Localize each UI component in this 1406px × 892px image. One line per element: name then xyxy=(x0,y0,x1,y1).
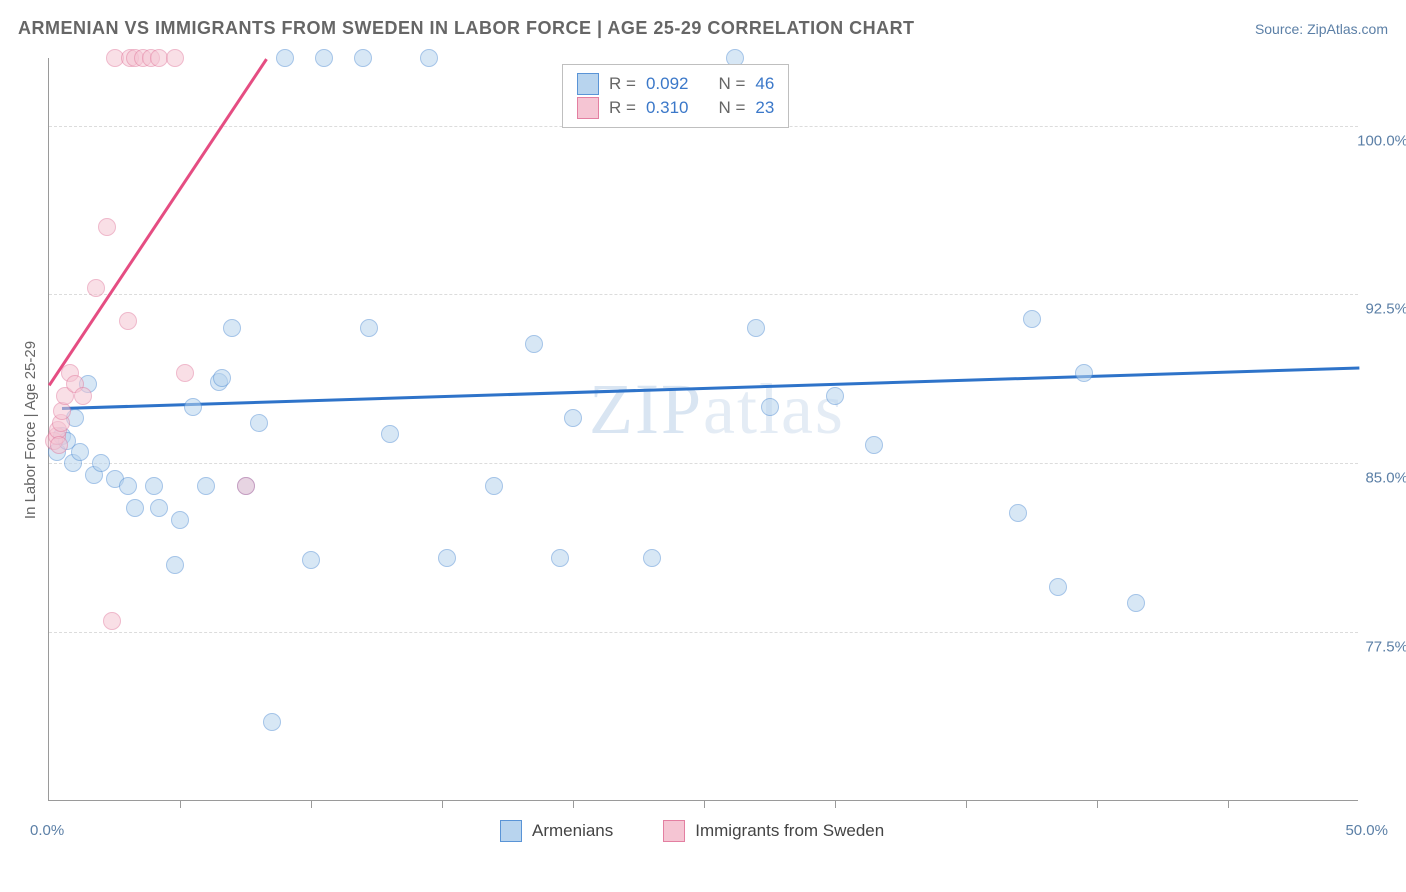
x-tick xyxy=(442,800,443,808)
legend-n-label: N = xyxy=(718,74,745,94)
data-point xyxy=(360,319,378,337)
x-tick xyxy=(1097,800,1098,808)
data-point xyxy=(197,477,215,495)
data-point xyxy=(171,511,189,529)
data-point xyxy=(119,312,137,330)
data-point xyxy=(315,49,333,67)
data-point xyxy=(213,369,231,387)
legend-r-label: R = xyxy=(609,98,636,118)
trend-line xyxy=(62,366,1359,409)
legend-n-value: 46 xyxy=(755,74,774,94)
legend-r-value: 0.310 xyxy=(646,98,689,118)
x-axis-min-label: 0.0% xyxy=(30,822,64,839)
data-point xyxy=(381,425,399,443)
correlation-legend: R = 0.092 N = 46 R = 0.310 N = 23 xyxy=(562,64,789,128)
legend-swatch xyxy=(577,73,599,95)
data-point xyxy=(761,398,779,416)
legend-series-name: Armenians xyxy=(532,821,613,841)
legend-swatch xyxy=(500,820,522,842)
x-tick xyxy=(311,800,312,808)
gridline xyxy=(49,294,1358,295)
y-tick-label: 85.0% xyxy=(1348,470,1406,487)
data-point xyxy=(126,499,144,517)
data-point xyxy=(53,402,71,420)
legend-n-label: N = xyxy=(718,98,745,118)
legend-series-name: Immigrants from Sweden xyxy=(695,821,884,841)
data-point xyxy=(150,499,168,517)
y-tick-label: 92.5% xyxy=(1348,301,1406,318)
data-point xyxy=(643,549,661,567)
x-axis-max-label: 50.0% xyxy=(1345,822,1388,839)
legend-r-label: R = xyxy=(609,74,636,94)
data-point xyxy=(145,477,163,495)
data-point xyxy=(525,335,543,353)
legend-r-value: 0.092 xyxy=(646,74,689,94)
legend-swatch xyxy=(663,820,685,842)
data-point xyxy=(237,477,255,495)
x-tick xyxy=(835,800,836,808)
data-point xyxy=(98,218,116,236)
data-point xyxy=(485,477,503,495)
data-point xyxy=(276,49,294,67)
data-point xyxy=(865,436,883,454)
data-point xyxy=(826,387,844,405)
data-point xyxy=(87,279,105,297)
x-tick xyxy=(966,800,967,808)
chart-title: ARMENIAN VS IMMIGRANTS FROM SWEDEN IN LA… xyxy=(18,18,915,39)
data-point xyxy=(71,443,89,461)
source-attribution: Source: ZipAtlas.com xyxy=(1255,21,1388,37)
gridline xyxy=(49,463,1358,464)
data-point xyxy=(354,49,372,67)
data-point xyxy=(1023,310,1041,328)
legend-corr-row: R = 0.310 N = 23 xyxy=(577,97,774,119)
y-axis-title: In Labor Force | Age 25-29 xyxy=(22,341,39,519)
data-point xyxy=(250,414,268,432)
plot-area: ZIPatlas 77.5%85.0%92.5%100.0% xyxy=(48,58,1358,801)
data-point xyxy=(92,454,110,472)
data-point xyxy=(420,49,438,67)
legend-n-value: 23 xyxy=(755,98,774,118)
data-point xyxy=(551,549,569,567)
data-point xyxy=(302,551,320,569)
x-tick xyxy=(573,800,574,808)
data-point xyxy=(1009,504,1027,522)
trend-line xyxy=(48,59,268,387)
x-tick xyxy=(704,800,705,808)
legend-corr-row: R = 0.092 N = 46 xyxy=(577,73,774,95)
data-point xyxy=(747,319,765,337)
legend-swatch xyxy=(577,97,599,119)
y-tick-label: 100.0% xyxy=(1348,132,1406,149)
data-point xyxy=(176,364,194,382)
data-point xyxy=(1075,364,1093,382)
watermark: ZIPatlas xyxy=(589,368,845,451)
data-point xyxy=(184,398,202,416)
data-point xyxy=(1049,578,1067,596)
data-point xyxy=(50,436,68,454)
data-point xyxy=(223,319,241,337)
data-point xyxy=(263,713,281,731)
data-point xyxy=(166,556,184,574)
data-point xyxy=(74,387,92,405)
x-tick xyxy=(1228,800,1229,808)
data-point xyxy=(1127,594,1145,612)
data-point xyxy=(564,409,582,427)
data-point xyxy=(119,477,137,495)
series-legend: Armenians Immigrants from Sweden xyxy=(500,820,884,842)
data-point xyxy=(166,49,184,67)
x-tick xyxy=(180,800,181,808)
gridline xyxy=(49,632,1358,633)
data-point xyxy=(438,549,456,567)
data-point xyxy=(103,612,121,630)
y-tick-label: 77.5% xyxy=(1348,639,1406,656)
